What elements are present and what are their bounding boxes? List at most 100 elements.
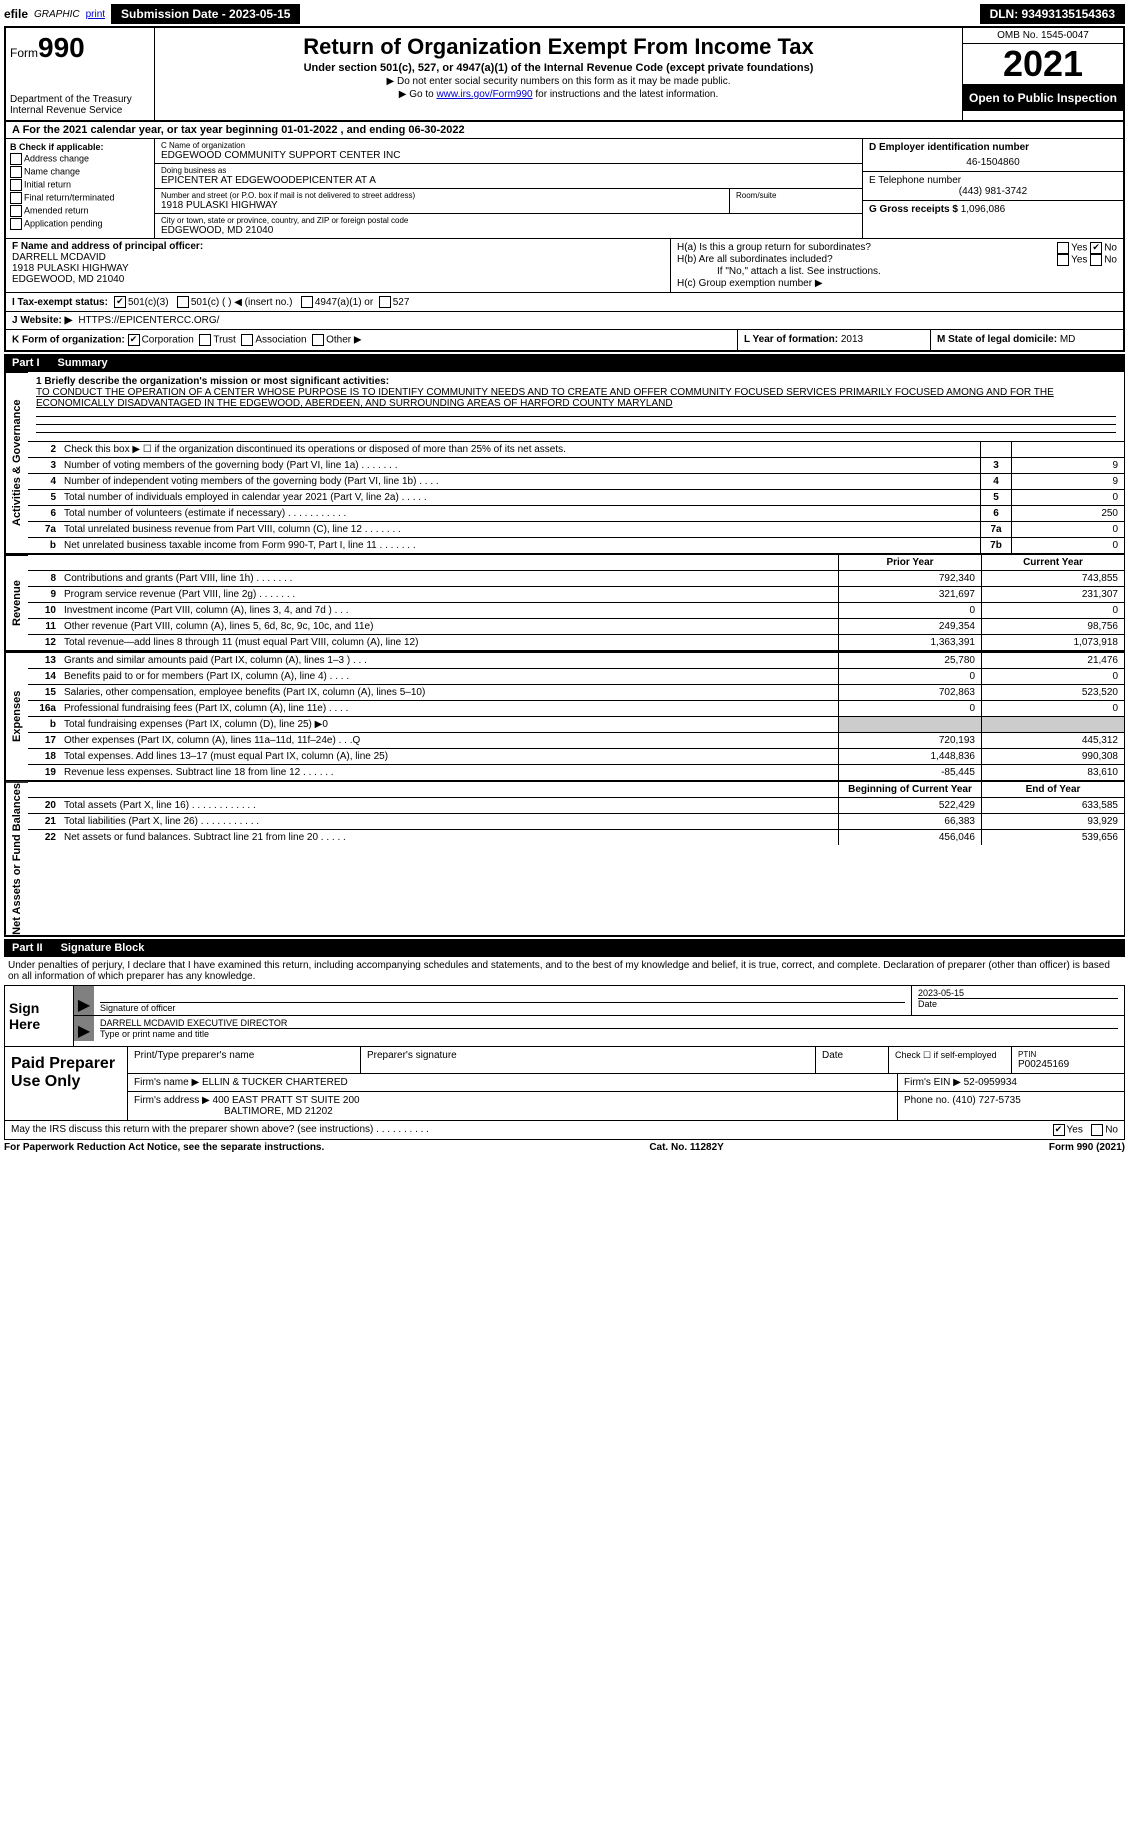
section-net-assets: Net Assets or Fund Balances Beginning of… xyxy=(4,782,1125,937)
line-text: Salaries, other compensation, employee b… xyxy=(60,685,838,700)
form-header: Form990 Department of the Treasury Inter… xyxy=(4,26,1125,122)
line-cy: 1,073,918 xyxy=(981,635,1124,650)
col-l: L Year of formation: 2013 xyxy=(738,330,931,350)
line-box: 7b xyxy=(980,538,1011,553)
submission-date: Submission Date - 2023-05-15 xyxy=(111,4,300,24)
line-cy: 445,312 xyxy=(981,733,1124,748)
paid-right: Print/Type preparer's name Preparer's si… xyxy=(128,1047,1124,1120)
gov-line: 3 Number of voting members of the govern… xyxy=(28,457,1124,473)
f-name: DARRELL MCDAVID xyxy=(12,252,664,263)
chk-address[interactable]: Address change xyxy=(10,153,150,165)
col-f: F Name and address of principal officer:… xyxy=(6,239,671,292)
l-value: 2013 xyxy=(841,334,863,345)
line-py: -85,445 xyxy=(838,765,981,780)
data-line: 18 Total expenses. Add lines 13–17 (must… xyxy=(28,748,1124,764)
line-cy: 98,756 xyxy=(981,619,1124,634)
line-text: Total number of volunteers (estimate if … xyxy=(60,506,980,521)
chk-initial[interactable]: Initial return xyxy=(10,179,150,191)
line-text: Investment income (Part VIII, column (A)… xyxy=(60,603,838,618)
line-cy: 0 xyxy=(981,669,1124,684)
part-i-title: Summary xyxy=(58,357,108,369)
f-label: F Name and address of principal officer: xyxy=(12,241,664,252)
line-num: 13 xyxy=(28,653,60,668)
c-dba-label: Doing business as xyxy=(161,166,856,175)
na-header: Beginning of Current Year End of Year xyxy=(28,782,1124,797)
ptin-value: P00245169 xyxy=(1018,1059,1118,1070)
line-text: Other revenue (Part VIII, column (A), li… xyxy=(60,619,838,634)
line-num: 2 xyxy=(28,442,60,457)
hb-no: No xyxy=(1104,255,1117,266)
may-no-chk[interactable] xyxy=(1091,1124,1103,1136)
line-num: 7a xyxy=(28,522,60,537)
hb-line: H(b) Are all subordinates included? Yes … xyxy=(677,254,1117,265)
opt-4947: 4947(a)(1) or xyxy=(315,297,373,308)
paid-h1: Print/Type preparer's name xyxy=(128,1047,361,1073)
chk-501c[interactable] xyxy=(177,296,189,308)
hb-note: If "No," attach a list. See instructions… xyxy=(677,266,1117,277)
chk-501c3[interactable] xyxy=(114,296,126,308)
net-assets-content: Beginning of Current Year End of Year 20… xyxy=(28,782,1124,935)
line-text: Net assets or fund balances. Subtract li… xyxy=(60,830,838,845)
underline-2 xyxy=(36,421,1116,425)
line-cy: 633,585 xyxy=(981,798,1124,813)
chk-trust[interactable] xyxy=(199,334,211,346)
d-value: 46-1504860 xyxy=(869,157,1117,168)
line-cy: 83,610 xyxy=(981,765,1124,780)
underline-1 xyxy=(36,413,1116,417)
part-i-num: Part I xyxy=(12,357,40,369)
section-revenue: Revenue Prior Year Current Year 8 Contri… xyxy=(4,555,1125,652)
print-link[interactable]: print xyxy=(86,9,105,20)
line-num: 18 xyxy=(28,749,60,764)
footer-row: For Paperwork Reduction Act Notice, see … xyxy=(4,1140,1125,1155)
hc-line: H(c) Group exemption number ▶ xyxy=(677,278,1117,289)
line-text: Total liabilities (Part X, line 26) . . … xyxy=(60,814,838,829)
block-klm: K Form of organization: Corporation Trus… xyxy=(4,330,1125,352)
header-right: OMB No. 1545-0047 2021 Open to Public In… xyxy=(962,28,1123,120)
may-yes-chk[interactable] xyxy=(1053,1124,1065,1136)
line-val: 250 xyxy=(1011,506,1124,521)
gov-line: 5 Total number of individuals employed i… xyxy=(28,489,1124,505)
line-cy: 21,476 xyxy=(981,653,1124,668)
sign-here-label: Sign Here xyxy=(5,986,74,1046)
hb-label: H(b) Are all subordinates included? xyxy=(677,254,833,265)
chk-assoc[interactable] xyxy=(241,334,253,346)
chk-527[interactable] xyxy=(379,296,391,308)
line-py: 321,697 xyxy=(838,587,981,602)
line-num: 16a xyxy=(28,701,60,716)
firm-addr1: 400 EAST PRATT ST SUITE 200 xyxy=(213,1095,360,1106)
line-text: Revenue less expenses. Subtract line 18 … xyxy=(60,765,838,780)
chk-pending[interactable]: Application pending xyxy=(10,218,150,230)
section-governance: Activities & Governance 1 Briefly descri… xyxy=(4,372,1125,555)
part-i-header: Part I Summary xyxy=(4,354,1125,372)
open-public: Open to Public Inspection xyxy=(963,85,1123,111)
line-cy: 743,855 xyxy=(981,571,1124,586)
gov-line: 4 Number of independent voting members o… xyxy=(28,473,1124,489)
c-city-value: EDGEWOOD, MD 21040 xyxy=(161,225,856,236)
chk-name[interactable]: Name change xyxy=(10,166,150,178)
dept-treasury: Department of the Treasury xyxy=(10,94,150,105)
foot-left: For Paperwork Reduction Act Notice, see … xyxy=(4,1142,324,1153)
chk-amended[interactable]: Amended return xyxy=(10,205,150,217)
g-value: 1,096,086 xyxy=(961,204,1006,215)
firm-ein-label: Firm's EIN ▶ xyxy=(904,1077,961,1088)
c-addr-value: 1918 PULASKI HIGHWAY xyxy=(161,200,723,211)
chk-other[interactable] xyxy=(312,334,324,346)
chk-corp[interactable] xyxy=(128,334,140,346)
c-name-label: C Name of organization xyxy=(161,141,856,150)
col-h: H(a) Is this a group return for subordin… xyxy=(671,239,1123,292)
line-num: 4 xyxy=(28,474,60,489)
mission-label: 1 Briefly describe the organization's mi… xyxy=(36,376,1116,387)
line-box: 5 xyxy=(980,490,1011,505)
line-text: Total unrelated business revenue from Pa… xyxy=(60,522,980,537)
chk-4947[interactable] xyxy=(301,296,313,308)
c-city-label: City or town, state or province, country… xyxy=(161,216,856,225)
chk-final[interactable]: Final return/terminated xyxy=(10,192,150,204)
ha-line: H(a) Is this a group return for subordin… xyxy=(677,242,1117,253)
part-ii-header: Part II Signature Block xyxy=(4,939,1125,957)
block-fh: F Name and address of principal officer:… xyxy=(4,239,1125,293)
irs-link[interactable]: www.irs.gov/Form990 xyxy=(436,89,532,100)
col-m: M State of legal domicile: MD xyxy=(931,330,1123,350)
gov-line: 6 Total number of volunteers (estimate i… xyxy=(28,505,1124,521)
line-py: 0 xyxy=(838,669,981,684)
line-text: Total assets (Part X, line 16) . . . . .… xyxy=(60,798,838,813)
